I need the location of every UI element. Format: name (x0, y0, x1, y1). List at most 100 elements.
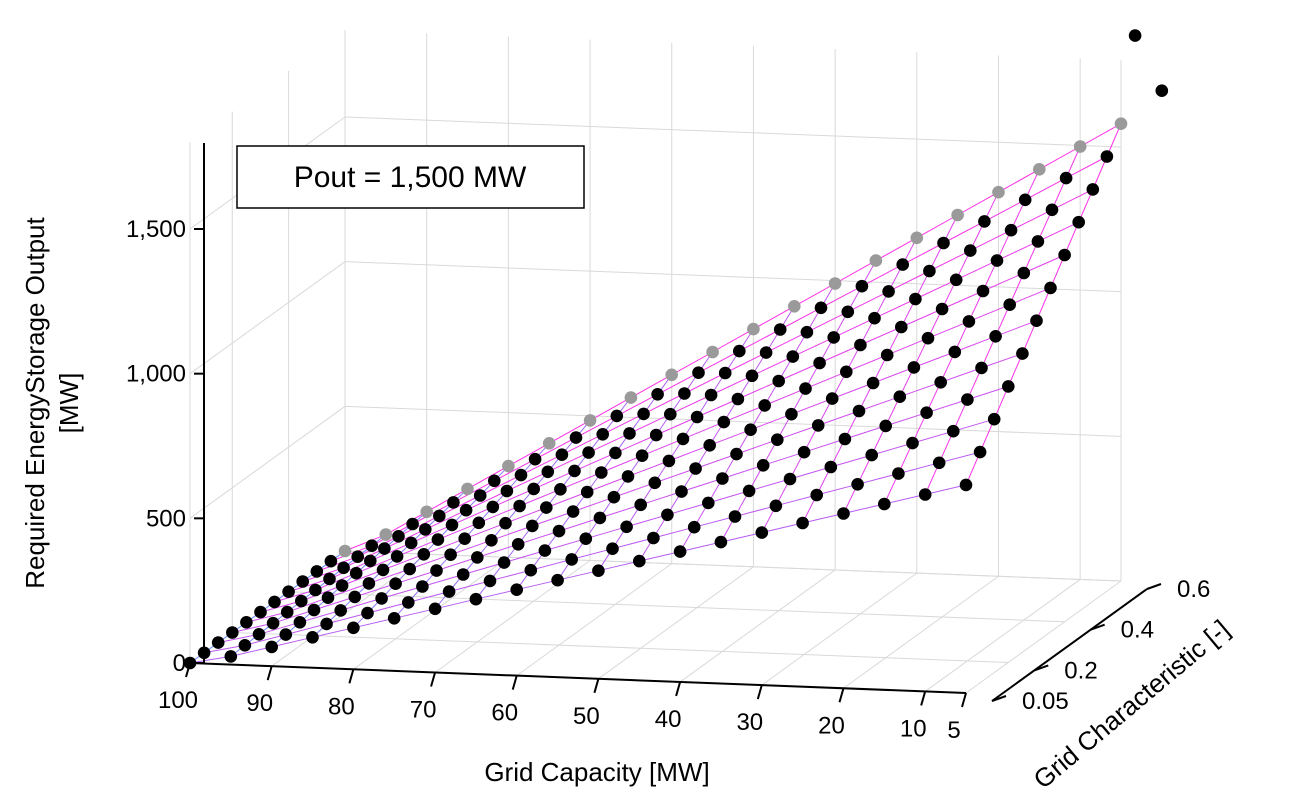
mesh-line (965, 123, 1122, 486)
data-point (349, 566, 363, 580)
data-point (1030, 314, 1043, 328)
data-point (596, 428, 609, 441)
points-layer (183, 29, 1169, 670)
grid-line-floor (843, 575, 999, 689)
data-point (447, 496, 460, 509)
data-point (252, 628, 266, 641)
data-point (868, 311, 881, 325)
y-tick-label: 0.6 (1177, 576, 1210, 603)
mesh-line (330, 156, 1108, 562)
x-tick-mark (593, 678, 600, 694)
data-point (364, 554, 377, 568)
x-tick-mark (185, 662, 191, 678)
data-point (402, 596, 415, 609)
data-point (745, 369, 759, 383)
data-point (987, 412, 1001, 426)
data-point (306, 631, 319, 644)
data-point (240, 616, 253, 629)
y-tick-label: 0.2 (1064, 658, 1097, 685)
data-point (827, 331, 840, 344)
x-tick-label: 20 (818, 712, 845, 739)
data-point (592, 564, 605, 577)
data-point (837, 507, 850, 520)
data-point (500, 484, 514, 498)
data-point (416, 580, 429, 593)
data-point (702, 496, 715, 510)
data-point (335, 579, 349, 592)
data-point (347, 621, 360, 635)
data-point (635, 449, 649, 463)
data-point (810, 488, 823, 502)
data-point (687, 520, 701, 534)
data-point (279, 628, 293, 641)
data-point (949, 273, 963, 287)
data-point (910, 231, 924, 245)
data-point (851, 478, 864, 491)
data-point (499, 516, 512, 530)
x-tick-mark (266, 665, 273, 681)
data-point (555, 448, 569, 462)
data-point (483, 574, 497, 588)
data-point (378, 542, 391, 555)
z-tick-label: 1,000 (126, 361, 186, 388)
data-point (554, 483, 567, 496)
data-point (989, 330, 1002, 343)
data-point (785, 407, 798, 421)
data-point (324, 554, 338, 568)
data-point (893, 390, 907, 404)
data-point (865, 448, 878, 462)
mesh-line (232, 385, 1009, 633)
data-point (975, 361, 988, 375)
data-point (973, 445, 987, 459)
grid-line-floor (924, 579, 1081, 692)
data-point (1086, 183, 1100, 196)
data-point (606, 542, 619, 555)
data-point (786, 350, 800, 363)
z-tick-label: 500 (146, 505, 186, 532)
data-point (431, 533, 445, 546)
mesh-line (434, 420, 591, 610)
data-point (714, 535, 728, 549)
mesh-line (516, 374, 673, 590)
data-point (1072, 215, 1085, 229)
x-tick-mark (430, 672, 437, 687)
data-point (528, 452, 542, 466)
z-tick-label: 0 (173, 650, 186, 677)
data-point (813, 356, 826, 370)
data-point (1031, 235, 1045, 248)
data-point (552, 524, 566, 538)
data-point (524, 563, 538, 577)
data-point (866, 376, 880, 390)
z-axis-title-line1: Required EnergyStorage Output (20, 216, 50, 588)
data-point (387, 612, 401, 625)
data-point (458, 532, 472, 545)
x-tick-mark (961, 692, 967, 708)
data-point (456, 568, 470, 581)
grid-line-floor (598, 566, 754, 680)
data-point (649, 428, 663, 442)
data-point (664, 407, 677, 421)
data-point (1018, 193, 1032, 207)
data-point (676, 432, 690, 446)
grid-line-floor (965, 580, 1122, 694)
data-point (742, 484, 756, 498)
data-point (744, 423, 757, 437)
data-point (692, 366, 705, 380)
data-point (348, 590, 362, 604)
data-point (673, 545, 687, 558)
data-point (365, 539, 379, 552)
data-point (497, 556, 511, 569)
data-point (852, 404, 866, 418)
data-point (444, 548, 457, 561)
data-point (869, 254, 883, 267)
data-point (690, 410, 704, 424)
data-point (962, 315, 976, 328)
grid-line-floor (271, 553, 427, 667)
data-point (717, 415, 731, 429)
data-point (624, 391, 638, 404)
data-point (755, 526, 769, 539)
data-point (840, 365, 853, 379)
data-point (1045, 203, 1059, 217)
data-point (430, 564, 443, 577)
data-point (948, 345, 962, 359)
